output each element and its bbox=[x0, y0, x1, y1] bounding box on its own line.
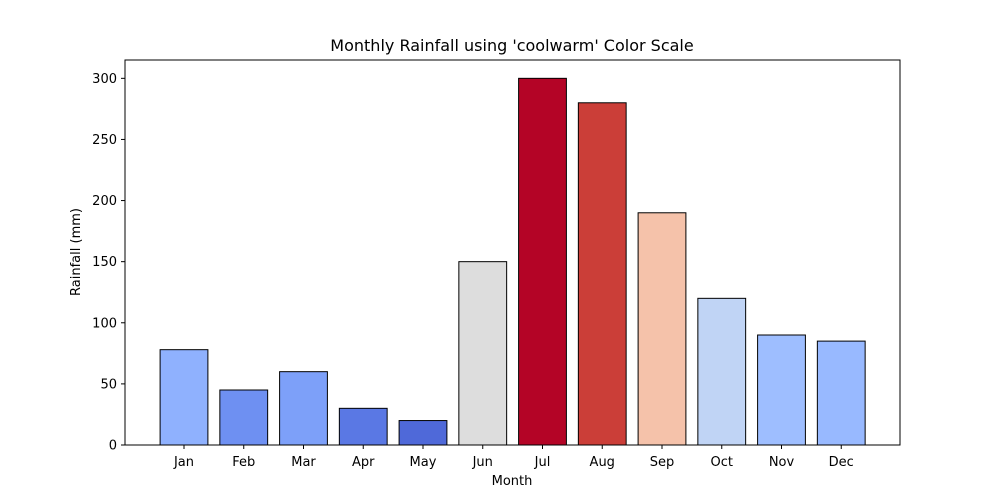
x-tick-label-mar: Mar bbox=[291, 455, 316, 470]
bar-sep bbox=[637, 212, 687, 446]
x-tick-label-jul: Jul bbox=[534, 455, 551, 470]
bar-may bbox=[398, 420, 448, 446]
x-tick-label-aug: Aug bbox=[590, 455, 615, 470]
y-tick-label-100: 100 bbox=[92, 316, 117, 331]
bar-dec bbox=[816, 340, 866, 446]
x-tick-label-apr: Apr bbox=[352, 455, 375, 470]
bar-nov bbox=[757, 334, 806, 446]
bars-group bbox=[159, 77, 866, 446]
bar-jul bbox=[518, 77, 567, 446]
y-axis: 0 50 100 150 200 250 300 bbox=[92, 72, 125, 454]
y-tick-label-250: 250 bbox=[92, 133, 117, 148]
x-tick-label-feb: Feb bbox=[232, 455, 255, 470]
y-tick-label-300: 300 bbox=[92, 72, 117, 87]
bar-jan bbox=[159, 349, 209, 446]
bar-apr bbox=[338, 407, 388, 446]
y-tick-label-0: 0 bbox=[109, 439, 117, 454]
bar-oct bbox=[697, 297, 747, 446]
bar-jun bbox=[458, 261, 508, 446]
bar-mar bbox=[279, 371, 328, 446]
x-tick-label-oct: Oct bbox=[711, 455, 733, 470]
plot-frame bbox=[124, 59, 901, 446]
y-axis-label: Rainfall (mm) bbox=[69, 208, 84, 296]
x-tick-label-may: May bbox=[410, 455, 437, 470]
x-axis: Jan Feb Mar Apr May Jun Jul Aug Sep Oct Nov Dec bbox=[173, 445, 854, 470]
bar-aug bbox=[577, 102, 627, 446]
x-tick-label-sep: Sep bbox=[650, 455, 675, 470]
x-tick-label-jan: Jan bbox=[173, 455, 194, 470]
x-tick-label-jun: Jun bbox=[472, 455, 493, 470]
x-tick-label-nov: Nov bbox=[769, 455, 795, 470]
x-tick-label-dec: Dec bbox=[829, 455, 854, 470]
bar-feb bbox=[219, 389, 269, 446]
y-tick-label-50: 50 bbox=[100, 377, 117, 392]
y-tick-label-150: 150 bbox=[92, 255, 117, 270]
chart-title: Monthly Rainfall using 'coolwarm' Color … bbox=[330, 36, 693, 55]
x-axis-label: Month bbox=[492, 474, 533, 489]
y-tick-label-200: 200 bbox=[92, 194, 117, 209]
